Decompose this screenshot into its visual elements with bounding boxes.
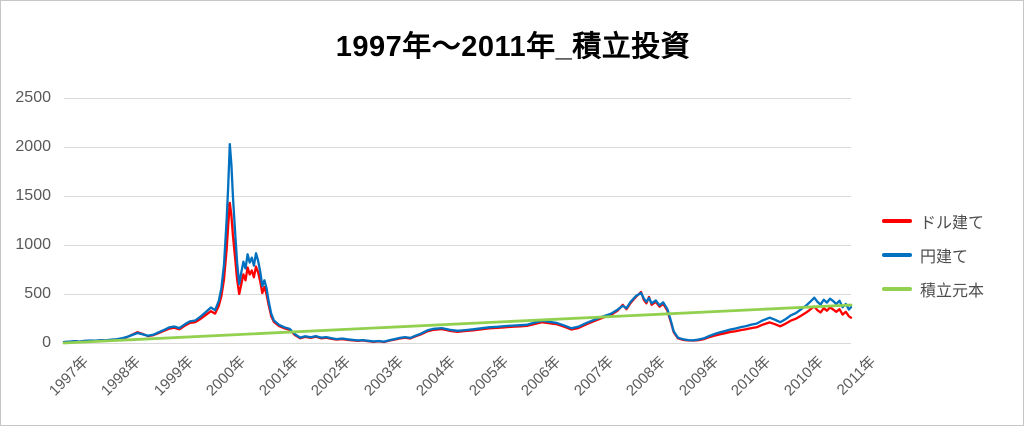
legend-label: 積立元本 xyxy=(920,283,985,300)
legend: ドル建て円建て積立元本 xyxy=(882,204,984,306)
x-axis-tick-label: 2007年 xyxy=(570,353,617,400)
x-axis-tick-label: 1998年 xyxy=(98,353,145,400)
x-axis-tick-label: 2001年 xyxy=(255,353,303,400)
x-axis-tick-label: 2000年 xyxy=(203,353,250,400)
y-axis-tick-label: 1000 xyxy=(15,236,51,253)
x-axis-tick-label: 2004年 xyxy=(413,353,460,400)
x-axis-tick-label: 2005年 xyxy=(465,353,512,400)
y-axis-tick-label: 500 xyxy=(24,285,51,302)
y-axis-tick-label: 2500 xyxy=(15,89,51,106)
legend-label: ドル建て xyxy=(920,215,985,232)
legend-marker-icon xyxy=(882,253,912,257)
x-axis-tick-label: 1999年 xyxy=(150,353,198,400)
x-axis-tick-label: 2011年 xyxy=(833,353,880,399)
chart-title: 1997年～2011年_積立投資 xyxy=(335,31,691,63)
plot-area xyxy=(62,98,853,345)
y-axis-tick-label: 2000 xyxy=(15,138,51,155)
series-line-1 xyxy=(62,201,853,344)
series-line-2 xyxy=(62,142,853,344)
x-axis-tick-label: 2002年 xyxy=(308,353,355,400)
series-line-3 xyxy=(62,303,853,345)
legend-item: ドル建て xyxy=(882,204,984,238)
y-axis-tick-label: 1500 xyxy=(15,187,51,204)
x-axis-tick-label: 2008年 xyxy=(623,353,670,400)
legend-item: 積立元本 xyxy=(882,272,984,306)
x-axis-tick-label: 2010年 xyxy=(727,353,775,400)
legend-marker-icon xyxy=(882,219,912,223)
x-axis-tick-label: 1997年 xyxy=(45,353,93,400)
x-axis-tick-label: 2006年 xyxy=(518,353,565,400)
y-axis-tick-label: 0 xyxy=(42,334,51,351)
x-axis-tick-label: 2010年 xyxy=(780,353,827,400)
x-axis-tick-label: 2009年 xyxy=(675,353,722,400)
legend-label: 円建て xyxy=(920,249,969,266)
legend-item: 円建て xyxy=(882,238,984,272)
x-axis-tick-label: 2003年 xyxy=(360,353,407,400)
legend-marker-icon xyxy=(882,287,912,291)
